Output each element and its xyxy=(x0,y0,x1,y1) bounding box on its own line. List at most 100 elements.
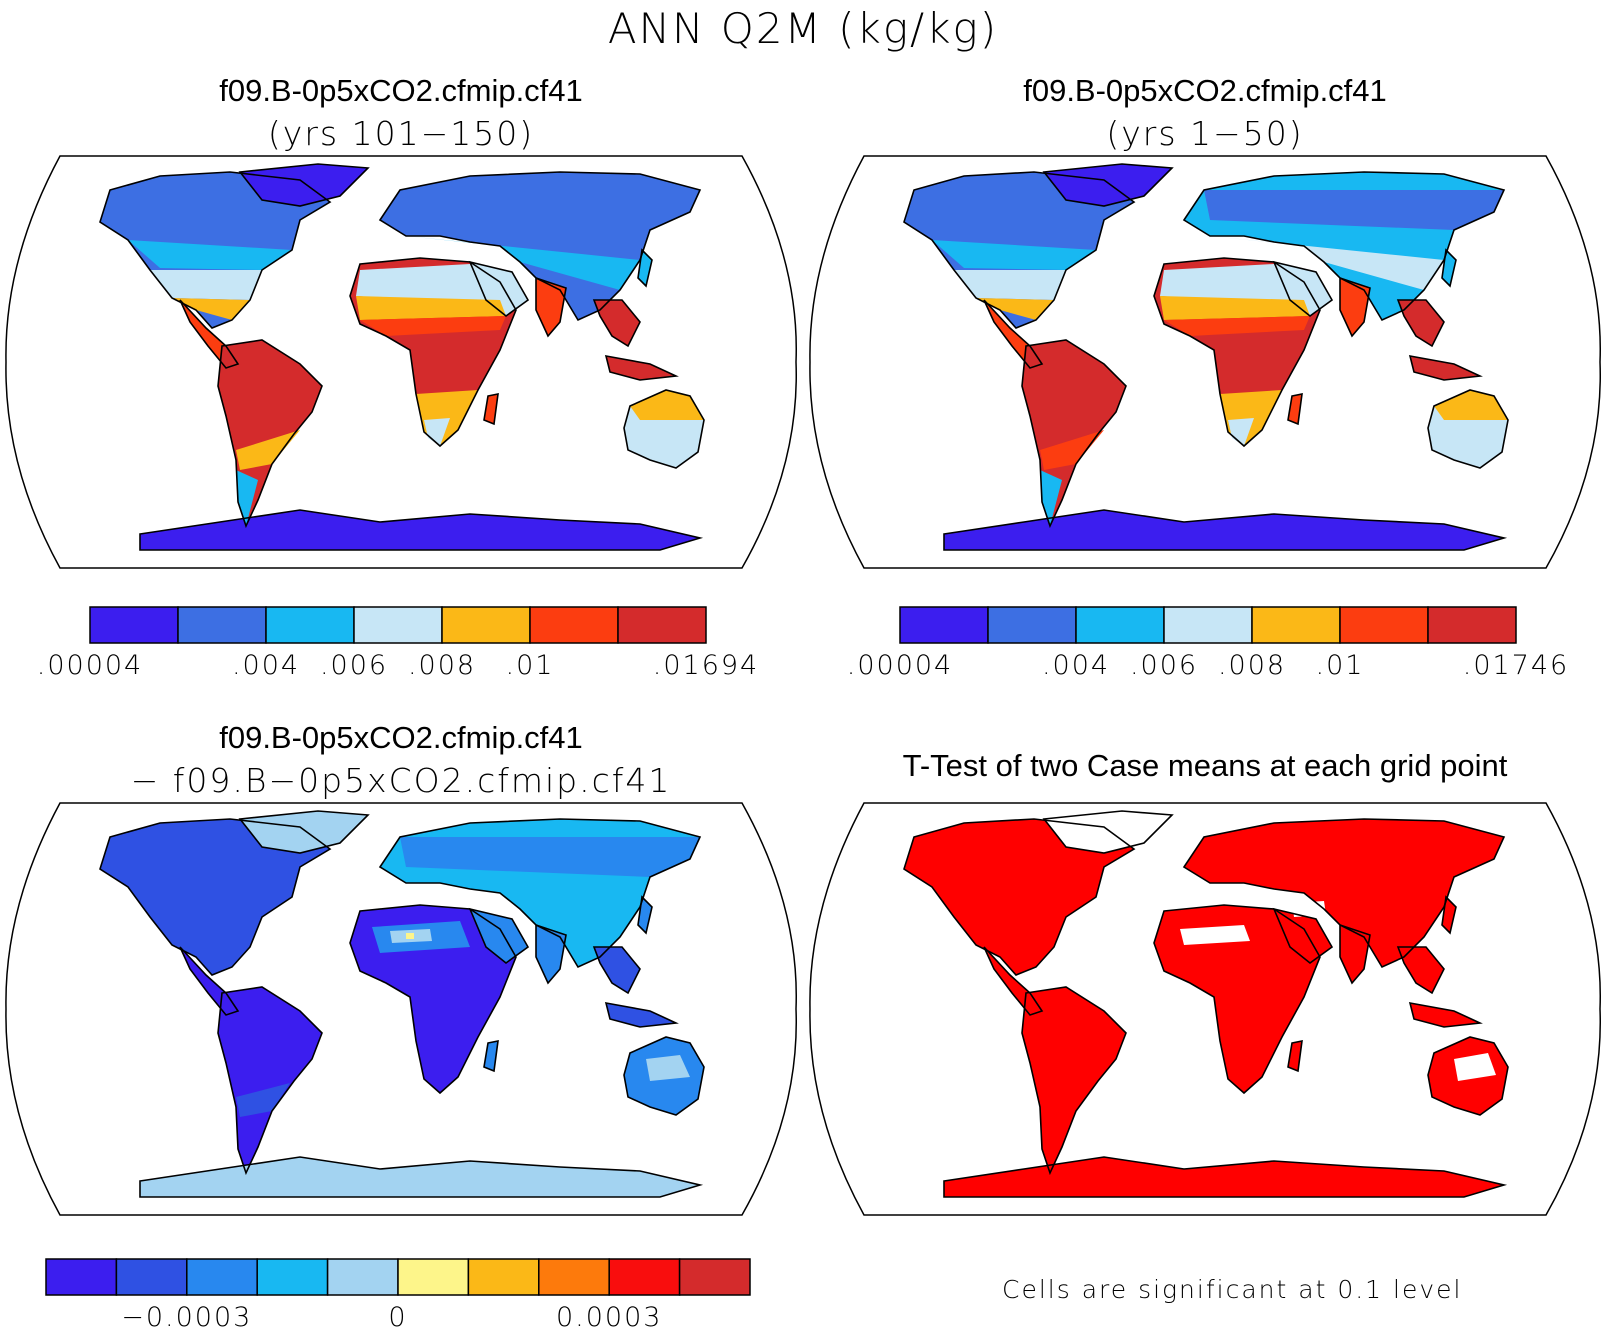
coastline xyxy=(179,946,240,1016)
contour-band xyxy=(1180,925,1250,945)
coastline xyxy=(1287,392,1303,426)
coastline xyxy=(1408,1001,1483,1028)
land-antarctica xyxy=(140,510,700,550)
colorbar-tick-label: −0.0003 xyxy=(121,1302,253,1333)
contour-band xyxy=(976,298,1054,320)
land-indonesia xyxy=(1410,356,1480,380)
contour-band xyxy=(1164,316,1310,336)
colorbar-tick-label: .008 xyxy=(407,650,477,681)
colorbar-swatch xyxy=(115,1258,188,1296)
panel3-colorbar-labels: −0.0003 0 0.0003 xyxy=(0,1302,802,1333)
land-greenland xyxy=(240,164,368,206)
contour-band xyxy=(360,316,506,336)
colorbar-tick-label: .004 xyxy=(231,650,301,681)
contour-band xyxy=(1228,418,1254,446)
colorbar-tick-label: .00004 xyxy=(846,650,954,681)
contour-band xyxy=(150,270,262,300)
coastline xyxy=(983,299,1044,369)
coastline xyxy=(604,1001,679,1028)
land-indonesia xyxy=(606,1003,676,1027)
land-india xyxy=(1340,925,1370,983)
coastline xyxy=(592,299,641,348)
colorbar-swatch xyxy=(353,606,443,644)
contour-band xyxy=(630,390,704,420)
contour-band xyxy=(1204,190,1504,230)
panel2-title-line2: (yrs 1−50) xyxy=(1106,114,1304,153)
coastline xyxy=(468,907,530,965)
land-india xyxy=(536,278,566,336)
contour-band xyxy=(406,933,414,939)
contour-band xyxy=(400,837,700,877)
panel4-significance-note: Cells are significant at 0.1 level xyxy=(1002,1275,1463,1304)
panel1-title-line1: f09.B-0p5xCO2.cfmip.cf41 xyxy=(219,73,583,108)
panel2-colorbar xyxy=(899,606,1517,644)
land-antarctica xyxy=(140,1157,700,1197)
land-na xyxy=(904,819,1134,975)
colorbar-swatch xyxy=(538,1258,610,1296)
coastline xyxy=(1441,248,1457,288)
colorbar-tick-label: .00004 xyxy=(36,650,144,681)
contour-band xyxy=(1220,390,1282,446)
land-africa xyxy=(1154,905,1320,1093)
colorbar-tick-label: 0 xyxy=(388,1302,408,1333)
colorbar-tick-label: .004 xyxy=(1041,650,1111,681)
coastline xyxy=(1427,1036,1509,1116)
colorbar-swatch xyxy=(617,606,707,644)
coastline xyxy=(604,354,679,381)
land-seasia xyxy=(1398,300,1444,346)
coastline xyxy=(99,171,332,329)
contour-band xyxy=(424,418,450,446)
coastline xyxy=(99,818,332,976)
panel3-colorbar xyxy=(45,1258,751,1296)
colorbar-tick-label: .008 xyxy=(1217,650,1287,681)
panel1-title-line2: (yrs 101−150) xyxy=(267,114,535,153)
coastline xyxy=(903,818,1136,976)
contour-band xyxy=(1454,1053,1496,1081)
coastline xyxy=(238,810,370,854)
panel3-map xyxy=(5,802,798,1216)
panel1-colorbar-labels: .00004 .004 .006 .008 .01 .01694 xyxy=(0,650,802,690)
land-eurasia xyxy=(1184,819,1504,967)
land-greenland xyxy=(1044,811,1172,853)
coastline xyxy=(217,339,323,529)
colorbar-swatch xyxy=(899,606,989,644)
land-na xyxy=(100,819,330,975)
map-border xyxy=(5,155,798,569)
panel1-colorbar xyxy=(89,606,707,644)
land-sa xyxy=(1022,987,1126,1173)
colorbar-swatch xyxy=(1163,606,1253,644)
land-seasia xyxy=(594,300,640,346)
coastline xyxy=(349,257,517,448)
contour-band xyxy=(236,1083,290,1117)
contour-band xyxy=(416,390,478,446)
coastline xyxy=(468,260,530,318)
colorbar-tick-label: .01 xyxy=(505,650,555,681)
coastline xyxy=(217,986,323,1176)
contour-band xyxy=(932,240,1096,270)
colorbar-swatch xyxy=(186,1258,258,1296)
coastline xyxy=(483,1039,499,1073)
coastline xyxy=(1153,904,1321,1095)
contour-band xyxy=(128,240,292,270)
contour-band xyxy=(1160,296,1310,320)
coastline xyxy=(349,904,517,1095)
land-sa xyxy=(1022,340,1126,526)
contour-band xyxy=(236,430,300,470)
land-india xyxy=(536,925,566,983)
coastline xyxy=(592,946,641,995)
land-sa xyxy=(218,987,322,1173)
colorbar-tick-label: .01 xyxy=(1315,650,1365,681)
panel2-map xyxy=(809,155,1602,569)
colorbar-swatch xyxy=(529,606,619,644)
coastline xyxy=(1339,923,1371,985)
coastline xyxy=(623,389,705,469)
coastline xyxy=(1272,907,1334,965)
main-title: ANN Q2M (kg/kg) xyxy=(607,4,999,53)
land-greenland xyxy=(1044,164,1172,206)
map-land-group xyxy=(903,810,1509,1198)
panel2-colorbar-labels: .00004 .004 .006 .008 .01 .01746 xyxy=(804,650,1606,690)
coastline xyxy=(1396,299,1445,348)
land-sa xyxy=(218,340,322,526)
panel4-map xyxy=(809,802,1602,1216)
coastline xyxy=(1441,895,1457,935)
